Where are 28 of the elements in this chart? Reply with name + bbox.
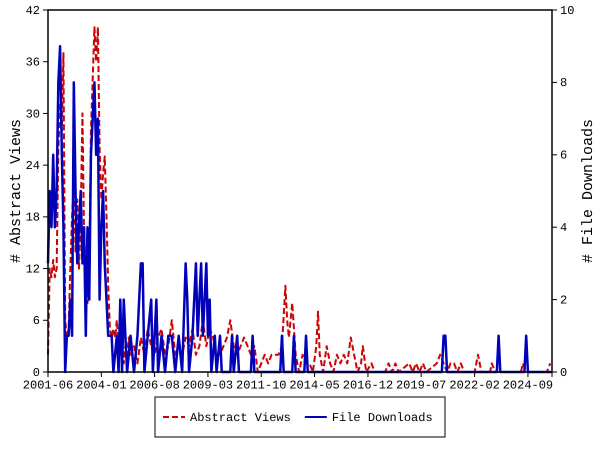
x-tick-label: 2009-03 [182,378,234,393]
x-tick-label: 2004-01 [76,378,127,393]
y-tick-label: 42 [26,4,40,18]
y-tick-label: 12 [26,262,40,276]
y2-tick-label: 2 [560,293,568,308]
y2-tick-label: 4 [560,221,568,236]
y2-tick-label: 10 [560,4,574,18]
y-tick-label: 0 [32,366,40,380]
x-tick-label: 2006-08 [129,378,180,393]
legend-label: File Downloads [332,411,433,425]
y2-tick-label: 6 [560,148,568,163]
y2-tick-label: 8 [560,76,568,90]
y-tick-label: 18 [26,210,40,225]
y-axis-title: # Abstract Views [8,118,25,264]
x-tick-label: 2019-07 [396,378,446,393]
x-tick-label: 2014-05 [289,378,340,393]
y-tick-label: 36 [26,56,40,70]
x-tick-label: 2016-12 [342,378,394,393]
y2-axis-title: # File Downloads [580,118,597,264]
x-tick-label: 2011-10 [236,378,286,393]
legend-label: Abstract Views [190,411,291,425]
y-tick-label: 6 [32,314,40,328]
x-tick-label: 2001-06 [22,378,74,393]
x-tick-label: 2024-09 [502,378,554,393]
y2-tick-label: 0 [560,366,568,380]
y-tick-label: 30 [26,107,40,122]
y-tick-label: 24 [26,158,40,173]
x-tick-label: 2022-02 [449,378,500,393]
